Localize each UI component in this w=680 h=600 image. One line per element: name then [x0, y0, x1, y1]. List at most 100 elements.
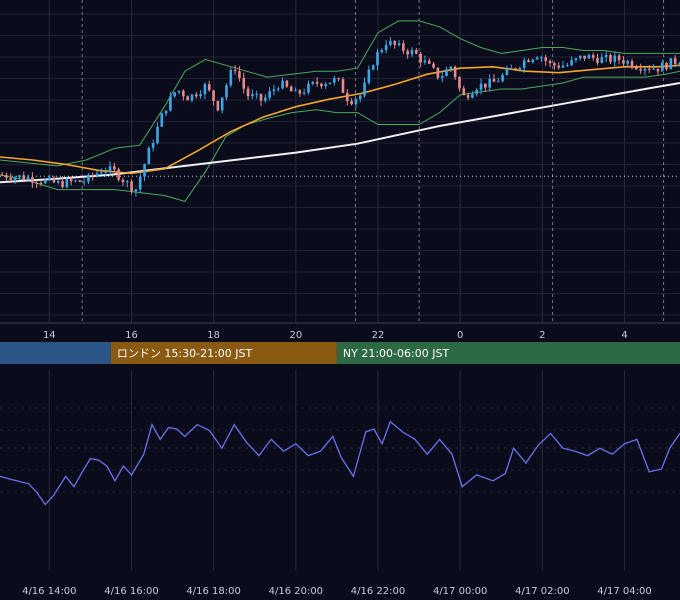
candlestick-series: [0, 37, 680, 197]
candle-up: [531, 59, 535, 63]
candle-down: [233, 69, 237, 72]
x-tick-label: 4/16 20:00: [269, 586, 323, 597]
candle-up: [501, 74, 504, 82]
candle-down: [609, 54, 612, 62]
candle-down: [246, 88, 250, 97]
candle-up: [570, 60, 573, 66]
candle-up: [294, 90, 297, 92]
candle-up: [505, 68, 509, 75]
candle-down: [436, 67, 440, 78]
candle-up: [65, 179, 69, 188]
candle-up: [229, 69, 233, 86]
x-tick-label: 4/16 16:00: [104, 586, 158, 597]
candle-down: [665, 62, 668, 70]
candle-down: [31, 177, 34, 183]
candle-up: [604, 54, 608, 58]
candle-down: [216, 100, 220, 111]
bollinger-lower-band: [0, 70, 680, 202]
candle-up: [95, 173, 99, 177]
candle-up: [509, 68, 513, 70]
candle-up: [652, 68, 655, 70]
candle-up: [333, 78, 336, 83]
candle-down: [553, 63, 556, 66]
candle-down: [320, 83, 323, 87]
candle-up: [190, 94, 194, 101]
candle-up: [578, 55, 582, 59]
candle-down: [656, 68, 660, 72]
candle-up: [574, 58, 578, 61]
candle-up: [367, 69, 371, 83]
candle-up: [56, 181, 60, 183]
candle-down: [121, 179, 125, 183]
candle-up: [143, 164, 146, 177]
candle-down: [315, 81, 319, 84]
bollinger-upper-band: [0, 20, 680, 167]
candle-up: [445, 69, 448, 77]
candle-down: [617, 55, 621, 61]
long-moving-average-line: [0, 82, 680, 184]
candle-up: [74, 180, 77, 182]
candle-up: [660, 62, 664, 72]
candle-up: [151, 143, 155, 148]
x-tick-label: 4/17 00:00: [433, 586, 487, 597]
candle-down: [462, 88, 466, 96]
candle-up: [643, 68, 647, 71]
candle-up: [384, 44, 388, 51]
candle-up: [449, 66, 453, 70]
candle-down: [466, 95, 470, 98]
candle-up: [358, 95, 362, 100]
candle-up: [587, 55, 591, 59]
candle-up: [371, 65, 375, 70]
candle-up: [535, 57, 539, 60]
candle-down: [61, 181, 64, 188]
candle-up: [108, 166, 112, 172]
price-panel-x-tick-labels: 14 16 18 20 22 0 2 4: [43, 330, 628, 341]
candle-up: [479, 83, 483, 90]
candle-down: [432, 63, 435, 68]
candle-down: [207, 84, 211, 91]
x-tick-label: 20: [289, 330, 302, 341]
session-block: [0, 342, 111, 364]
candle-up: [164, 110, 168, 114]
candle-down: [514, 68, 517, 70]
session-block: [110, 342, 337, 364]
candle-up: [26, 177, 30, 180]
candle-up: [156, 126, 159, 144]
candle-up: [48, 177, 51, 180]
candle-down: [130, 181, 133, 192]
x-tick-label: 0: [457, 330, 463, 341]
candle-up: [363, 82, 366, 96]
x-tick-label: 4/16 18:00: [186, 586, 240, 597]
candle-up: [100, 172, 103, 174]
short-moving-average-line: [0, 64, 680, 175]
candle-down: [402, 43, 405, 51]
candle-up: [324, 84, 328, 87]
oscillator-line: [0, 420, 680, 506]
candle-up: [104, 171, 107, 173]
candle-up: [302, 92, 306, 94]
candle-up: [177, 90, 181, 93]
oscillator-x-tick-labels: 4/16 14:00 4/16 16:00 4/16 18:00 4/16 20:00…: [22, 586, 652, 597]
candle-down: [117, 169, 120, 180]
candle-up: [134, 189, 138, 192]
candle-up: [43, 179, 47, 184]
candle-up: [268, 91, 271, 98]
candle-up: [169, 96, 172, 111]
x-tick-label: 4: [621, 330, 627, 341]
candle-down: [52, 177, 56, 183]
candle-down: [583, 55, 586, 59]
candle-up: [82, 181, 86, 183]
candle-down: [242, 77, 246, 89]
candle-up: [440, 76, 444, 78]
oscillator-panel-grid: [0, 370, 680, 570]
candle-down: [341, 79, 345, 93]
candle-up: [255, 93, 258, 95]
candle-up: [678, 63, 680, 65]
candle-down: [39, 182, 43, 184]
candle-up: [13, 177, 17, 180]
candle-up: [138, 176, 142, 190]
candle-up: [199, 94, 202, 97]
candle-down: [458, 77, 461, 89]
candle-down: [289, 86, 293, 92]
candle-up: [203, 84, 207, 95]
